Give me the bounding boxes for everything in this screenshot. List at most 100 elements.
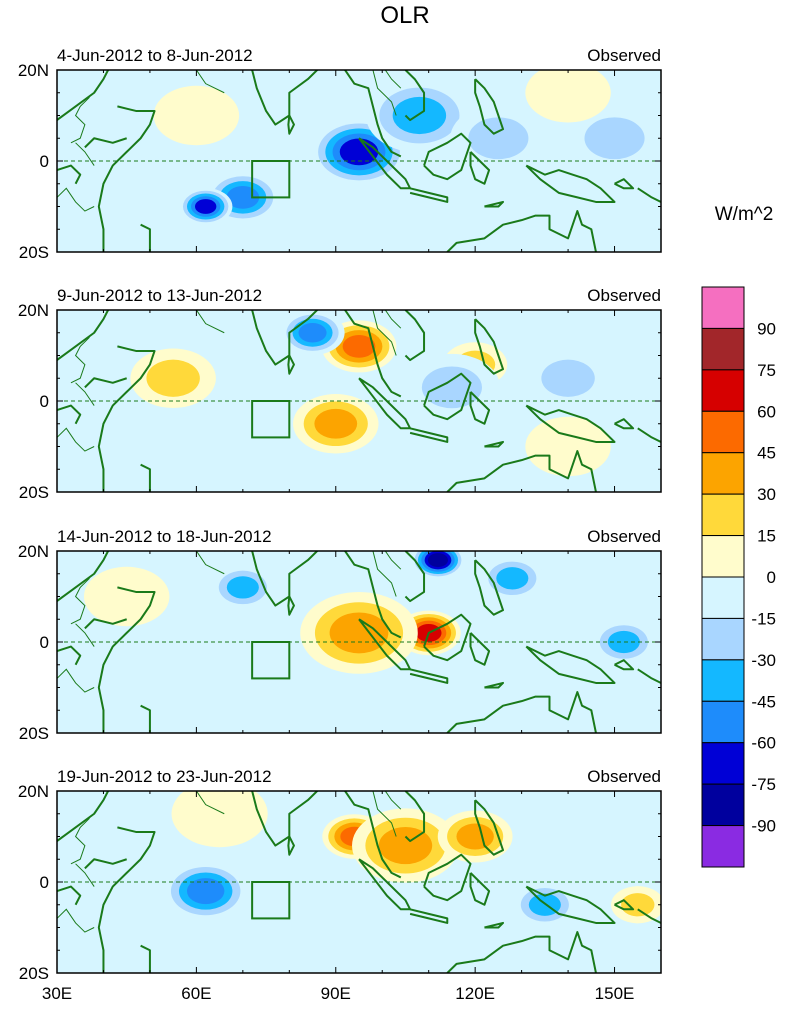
colorbar-label: -45 xyxy=(751,692,776,711)
coastline xyxy=(637,668,661,684)
contour-level xyxy=(298,322,327,343)
coastline xyxy=(140,223,151,252)
coastline xyxy=(97,826,156,973)
coastline xyxy=(57,404,82,425)
coastline xyxy=(140,944,151,973)
coastline xyxy=(446,931,597,973)
anomaly-cell xyxy=(525,348,611,408)
y-tick-label: 20S xyxy=(19,724,49,743)
coastline xyxy=(446,691,597,733)
panel-1: 4-Jun-2012 to 8-Jun-2012 Observed 20N 0 20S xyxy=(18,46,662,262)
colorbar-swatch xyxy=(701,493,745,537)
anomaly-cell xyxy=(365,78,473,153)
y-tick-label: 20N xyxy=(18,301,49,320)
map-field xyxy=(57,791,661,973)
coastline xyxy=(404,310,426,362)
country-border xyxy=(70,577,90,625)
coastline xyxy=(57,791,109,842)
contour-level xyxy=(314,408,358,439)
coastline xyxy=(287,115,295,135)
coastline xyxy=(84,618,128,630)
colorbar-swatch xyxy=(701,452,745,495)
y-tick-label: 20S xyxy=(19,964,49,983)
colorbar-label: 30 xyxy=(757,485,776,504)
anomaly-cell xyxy=(130,348,216,408)
contour-level xyxy=(607,630,640,654)
chart-title: OLR xyxy=(380,2,429,29)
coastline xyxy=(287,355,295,375)
contour-level xyxy=(171,791,268,848)
country-border xyxy=(372,70,397,116)
colorbar-label: -30 xyxy=(751,651,776,670)
coastline xyxy=(614,899,635,911)
contour-level xyxy=(153,85,240,146)
coastline xyxy=(637,427,661,443)
country-border xyxy=(372,551,397,597)
coastline xyxy=(140,704,151,733)
coastlines xyxy=(57,70,661,252)
coastline xyxy=(358,137,412,190)
anomaly-cell xyxy=(611,886,661,924)
contour-level xyxy=(525,70,611,123)
coastline xyxy=(423,132,472,181)
anomaly-cell xyxy=(591,619,656,665)
contour-level xyxy=(496,567,529,590)
contour-level xyxy=(83,566,170,627)
colorbar-swatch xyxy=(701,742,745,785)
coastline xyxy=(84,137,128,149)
colorbar-label: 75 xyxy=(757,361,776,380)
coastline xyxy=(423,613,472,662)
country-border xyxy=(384,70,402,89)
country-border xyxy=(57,427,95,452)
x-tick-label: 150E xyxy=(595,984,635,1003)
panel-period-label: 9-Jun-2012 to 13-Jun-2012 xyxy=(57,286,262,305)
coastline xyxy=(614,178,635,190)
colorbar-label: -15 xyxy=(751,609,776,628)
anomaly-cell xyxy=(566,104,661,172)
panel-source-label: Observed xyxy=(587,767,661,786)
country-border xyxy=(75,863,95,887)
coastline xyxy=(224,791,402,879)
contour-level xyxy=(226,186,260,209)
coastlines xyxy=(57,310,661,492)
country-border xyxy=(57,668,95,693)
y-tick-label: 20S xyxy=(19,243,49,262)
coastline xyxy=(57,645,82,666)
anomaly-cell xyxy=(280,310,345,356)
coastline xyxy=(409,668,449,684)
country-border xyxy=(372,310,397,356)
map-field xyxy=(57,70,661,252)
map-field xyxy=(57,551,661,733)
panel-period-label: 19-Jun-2012 to 23-Jun-2012 xyxy=(57,767,272,786)
colorbar-swatch xyxy=(701,576,745,619)
colorbar-label: -75 xyxy=(751,775,776,794)
panel-period-label: 4-Jun-2012 to 8-Jun-2012 xyxy=(57,46,253,65)
contour-level xyxy=(456,823,494,850)
y-tick-label: 0 xyxy=(40,633,49,652)
x-tick-label: 90E xyxy=(321,984,351,1003)
contour-level xyxy=(584,117,645,160)
country-border xyxy=(75,142,95,166)
contour-level xyxy=(342,335,376,358)
coastline xyxy=(57,885,82,906)
x-tick-label: 120E xyxy=(455,984,495,1003)
colorbar-swatch xyxy=(701,617,745,661)
contour-level xyxy=(421,366,482,409)
coastlines xyxy=(57,551,661,733)
anomaly-cell xyxy=(293,394,379,454)
coastline xyxy=(224,70,402,158)
coastline xyxy=(637,908,661,924)
colorbar-swatch xyxy=(701,825,745,868)
y-tick-label: 0 xyxy=(40,152,49,171)
colorbar-label: 90 xyxy=(757,319,776,338)
coastline xyxy=(57,164,82,185)
coastline xyxy=(358,858,412,911)
coastlines xyxy=(57,791,661,973)
colorbar-swatch xyxy=(701,369,745,412)
coastline xyxy=(525,645,616,684)
coastline xyxy=(404,70,426,122)
country-border xyxy=(195,70,225,94)
coastline xyxy=(409,427,449,443)
panel-3: 14-Jun-2012 to 18-Jun-2012 Observed 20N 0 20… xyxy=(18,527,662,743)
x-axis: 30E 60E 90E 120E 150E xyxy=(42,984,635,1003)
